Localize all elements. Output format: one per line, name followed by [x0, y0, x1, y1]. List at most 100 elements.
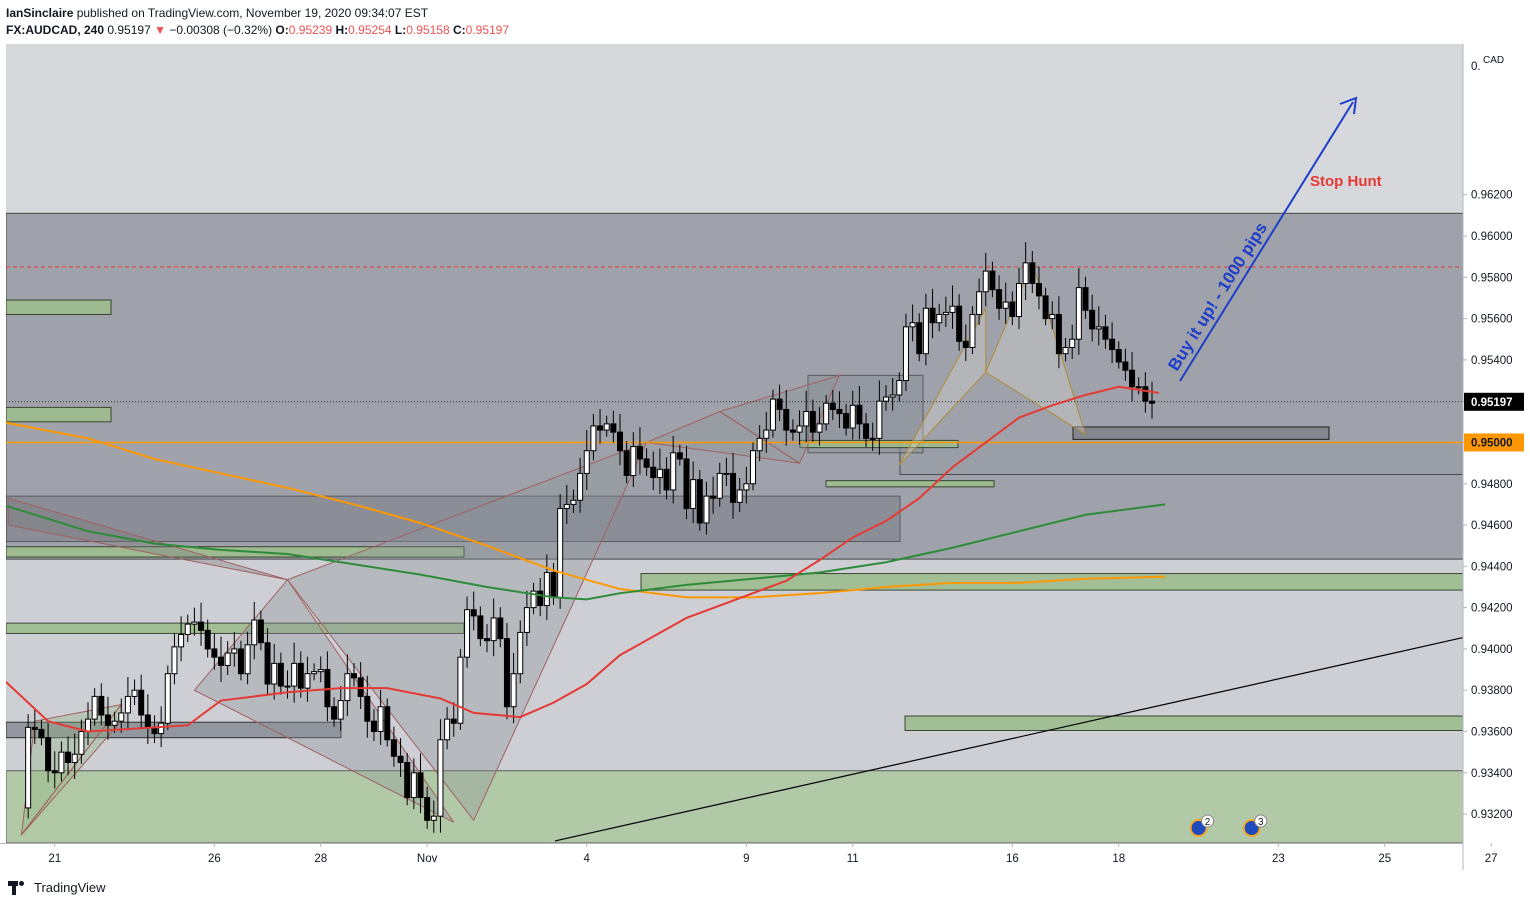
- candle-body: [364, 695, 371, 722]
- candle-body: [530, 590, 537, 609]
- publish-info: published on TradingView.com, November 1…: [73, 6, 429, 20]
- candle-body: [124, 695, 131, 714]
- projection-arrow-line: [1179, 101, 1354, 382]
- close-label: C:: [452, 23, 466, 37]
- candle-body: [996, 289, 1003, 309]
- open-value: 0.95239: [288, 23, 333, 37]
- grey-zone-950: [899, 441, 1463, 475]
- candle-body: [849, 404, 856, 429]
- candle-body: [71, 753, 78, 763]
- candle-body: [164, 673, 171, 724]
- candle-body: [683, 458, 690, 510]
- low-label: L:: [394, 23, 407, 37]
- symbol-label[interactable]: FX:AUDCAD, 240: [6, 23, 105, 37]
- candle-body: [982, 270, 989, 293]
- y-tick-label: 0.93600: [1471, 727, 1513, 739]
- candle-body: [736, 489, 743, 503]
- candle-body: [191, 621, 198, 625]
- y-tick-label: 0.93400: [1471, 768, 1513, 780]
- candle-body: [51, 770, 58, 774]
- candle-body: [676, 452, 683, 460]
- candle-body: [1035, 282, 1042, 297]
- candle-body: [869, 437, 876, 440]
- candle-body: [916, 322, 923, 355]
- candle-body: [297, 662, 304, 689]
- candle-body: [1115, 349, 1122, 363]
- candle-body: [457, 656, 464, 724]
- candle-body: [597, 425, 604, 431]
- candle-body: [750, 450, 756, 485]
- event-count: 2: [1205, 817, 1211, 828]
- y-tick-label: 0.93800: [1471, 685, 1513, 697]
- candle-body: [144, 714, 151, 728]
- candle-body: [636, 446, 643, 460]
- y-tick-label: 0.95600: [1471, 314, 1513, 326]
- candle-body: [384, 706, 391, 741]
- candle-body: [417, 772, 424, 799]
- candle-body: [424, 797, 431, 821]
- tradingview-logo-icon[interactable]: [8, 880, 28, 895]
- x-tick-label: 4: [584, 853, 591, 865]
- candle-body: [277, 662, 284, 687]
- candle-body: [1142, 386, 1149, 402]
- orange-ma-line: [6, 421, 1166, 599]
- candle-body: [211, 648, 218, 658]
- candle-body: [138, 689, 145, 716]
- projection-arrow-head: [1339, 96, 1358, 115]
- footer: TradingView: [8, 880, 106, 895]
- green-box-941: [6, 622, 465, 634]
- grey-box-950: [1072, 426, 1330, 440]
- candle-body: [1135, 386, 1142, 389]
- candle-body: [856, 404, 863, 425]
- grey-zone-952: [807, 374, 924, 454]
- candle-body: [1042, 295, 1049, 320]
- x-tick-label: 11: [847, 853, 859, 865]
- candle-body: [876, 400, 883, 439]
- candle-body: [370, 720, 377, 733]
- candle-body: [1109, 338, 1116, 351]
- candle-body: [936, 313, 943, 324]
- author-name[interactable]: IanSinclaire: [6, 6, 74, 20]
- brand-name[interactable]: TradingView: [34, 880, 106, 895]
- y-tick-label: 0.94400: [1471, 561, 1513, 573]
- candle-body: [743, 483, 750, 491]
- candle-body: [510, 673, 517, 708]
- price-change: −0.00308 (−0.32%): [169, 23, 273, 37]
- current-price-label: 0.95197: [1471, 397, 1513, 409]
- candle-body: [1095, 326, 1102, 330]
- candle-body: [1075, 287, 1082, 340]
- candle-body: [111, 720, 118, 726]
- candle-body: [690, 479, 697, 510]
- candle-body: [989, 270, 996, 291]
- candle-body: [962, 340, 969, 348]
- candle-body: [311, 671, 318, 675]
- candle-body: [351, 673, 357, 679]
- green-box-936: [904, 715, 1463, 731]
- event-badge: [1254, 814, 1268, 828]
- candle-body: [477, 615, 484, 640]
- candle-body: [836, 408, 843, 415]
- candle-body: [264, 642, 271, 685]
- candle-body: [1016, 282, 1022, 318]
- candle-body: [237, 648, 244, 675]
- current-price-box: [1464, 392, 1524, 411]
- candle-body: [198, 621, 205, 631]
- green-ma-line: [6, 503, 1166, 601]
- candle-body: [557, 508, 564, 598]
- candle-body: [922, 307, 929, 355]
- candle-body: [91, 695, 98, 720]
- y-tick-label: 0.95800: [1471, 272, 1513, 284]
- event-count: 3: [1258, 817, 1264, 828]
- candle-body: [1009, 301, 1016, 318]
- candle-body: [623, 450, 630, 477]
- open-label: O:: [275, 23, 289, 37]
- candle-body: [703, 495, 710, 524]
- candle-body: [730, 472, 737, 503]
- candle-body: [816, 423, 823, 433]
- pattern-left-bc: [7, 497, 288, 581]
- candle-body: [843, 413, 850, 429]
- green-box-943: [640, 573, 1463, 591]
- candle-body: [503, 638, 510, 708]
- candle-body: [763, 429, 770, 439]
